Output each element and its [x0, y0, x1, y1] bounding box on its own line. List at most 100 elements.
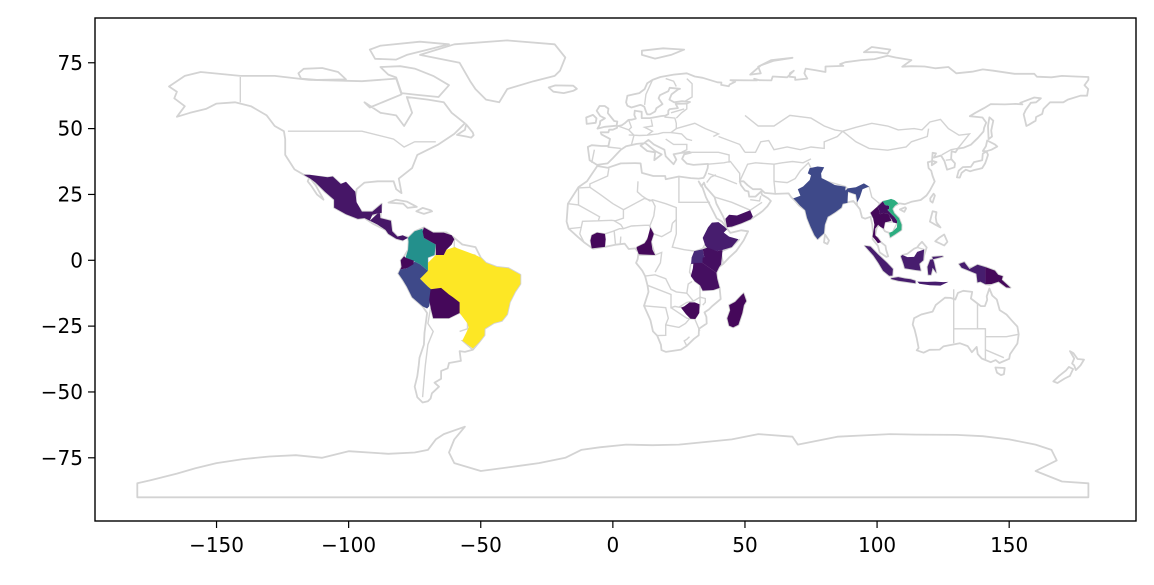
- country-border: [568, 204, 601, 230]
- landmass-ireland: [585, 114, 598, 125]
- country-ivory-coast: [590, 232, 606, 249]
- country-border: [842, 118, 972, 149]
- x-tick-label: 0: [606, 533, 619, 557]
- country-bolivia: [429, 287, 460, 319]
- landmass-newfoundland: [456, 123, 475, 139]
- landmass-sri-lanka: [823, 233, 830, 245]
- landmass-victoria-island: [297, 67, 347, 81]
- landmass-japan: [956, 150, 989, 179]
- country-indonesia: [864, 245, 893, 276]
- country-central-america: [369, 212, 409, 241]
- country-tanzania: [690, 262, 720, 291]
- landmass-taiwan: [929, 192, 936, 204]
- country-border: [589, 186, 625, 222]
- y-tick-label: −25: [41, 314, 83, 338]
- highlighted-countries: [303, 166, 1011, 349]
- landmass-greenland: [419, 39, 567, 104]
- country-uganda: [691, 249, 705, 264]
- country-border: [665, 318, 691, 329]
- country-border: [718, 135, 746, 153]
- country-border: [579, 227, 585, 243]
- country-border: [985, 349, 1005, 359]
- y-tick-label: −50: [41, 380, 83, 404]
- y-tick-label: −75: [41, 446, 83, 470]
- landmass-tasmania: [994, 366, 1006, 376]
- country-border: [613, 231, 617, 245]
- country-border: [619, 236, 622, 244]
- country-border: [628, 119, 633, 131]
- landmass-cuba: [387, 198, 418, 209]
- country-border: [676, 122, 721, 138]
- landmass-novaya-zemlya: [749, 56, 794, 76]
- landmass-uk: [595, 105, 619, 130]
- world-basemap: [136, 39, 1090, 499]
- country-peru: [398, 261, 432, 309]
- country-zimbabwe: [681, 302, 700, 319]
- country-border: [707, 160, 741, 182]
- country-border: [607, 146, 621, 150]
- country-cameroon: [636, 227, 656, 255]
- landmass-hainan: [898, 206, 907, 213]
- country-papua-new-guinea: [985, 267, 1011, 288]
- y-axis: 75 50 25 0 −25 −50 −75: [41, 51, 95, 470]
- landmass-philippines-mindanao: [934, 233, 949, 247]
- country-border: [665, 77, 677, 87]
- y-tick-label: 50: [58, 117, 83, 141]
- country-indonesia: [927, 256, 944, 275]
- country-border: [916, 244, 925, 261]
- x-tick-label: 100: [858, 533, 896, 557]
- country-border: [714, 196, 763, 211]
- country-border: [686, 292, 694, 302]
- landmass-ellesmere: [368, 40, 450, 61]
- country-border: [685, 78, 693, 102]
- country-border: [985, 333, 1019, 338]
- country-border: [617, 125, 635, 146]
- country-border: [745, 130, 844, 153]
- y-tick-label: 75: [58, 51, 83, 75]
- country-border: [773, 158, 812, 165]
- landmass-north-america: [168, 71, 466, 242]
- country-border: [643, 79, 654, 105]
- country-border: [650, 233, 663, 273]
- country-border: [941, 147, 958, 156]
- country-border: [645, 274, 693, 294]
- landmass-iceland: [547, 84, 578, 94]
- country-kenya: [702, 247, 723, 273]
- country-border: [670, 108, 685, 114]
- country-border: [665, 138, 688, 153]
- y-tick-label: 25: [58, 182, 83, 206]
- x-tick-label: 150: [990, 533, 1028, 557]
- country-border: [675, 103, 688, 119]
- country-border: [773, 161, 812, 184]
- x-tick-label: −50: [460, 533, 502, 557]
- country-border: [945, 158, 953, 161]
- country-border: [591, 149, 596, 163]
- country-border: [421, 307, 434, 398]
- country-border: [287, 130, 436, 148]
- landmass-new-zealand-n: [1069, 350, 1085, 371]
- landmass-philippines-luzon: [929, 210, 942, 229]
- country-ethiopia: [702, 222, 739, 252]
- country-thailand: [870, 206, 892, 244]
- landmass-australia: [911, 287, 1020, 364]
- country-border: [670, 131, 693, 142]
- x-axis: −150 −100 −50 0 50 100 150: [189, 521, 1028, 557]
- plot-frame: [94, 17, 1137, 522]
- x-tick-label: 50: [732, 533, 757, 557]
- country-mexico: [303, 174, 382, 221]
- country-indonesia: [891, 277, 916, 284]
- country-yemen: [725, 210, 753, 228]
- country-border: [842, 128, 930, 151]
- country-border: [678, 177, 711, 203]
- country-border: [683, 336, 690, 347]
- country-border: [707, 172, 738, 185]
- country-border: [649, 223, 673, 238]
- country-border: [739, 162, 776, 194]
- country-indonesia: [900, 249, 925, 271]
- country-brazil: [420, 247, 521, 349]
- country-vietnam: [882, 198, 902, 238]
- landmass-hispaniola: [415, 207, 433, 215]
- country-border: [706, 174, 717, 184]
- country-indonesia: [959, 262, 986, 285]
- landmass-severnaya: [863, 46, 892, 55]
